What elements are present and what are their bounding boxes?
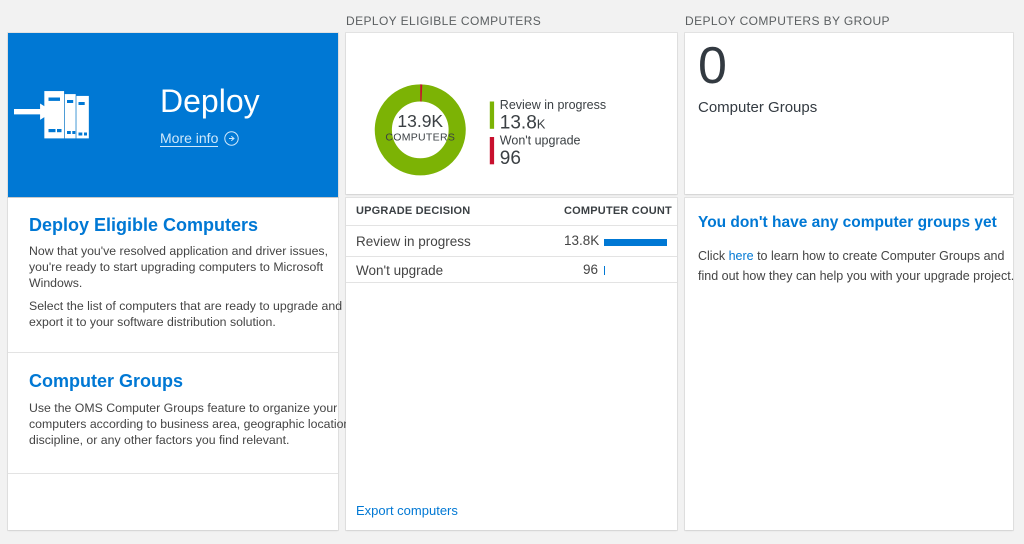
svg-text:Review in progress: Review in progress xyxy=(500,98,606,112)
svg-text:13.8K: 13.8K xyxy=(500,113,546,134)
svg-text:Won't upgrade: Won't upgrade xyxy=(500,134,581,148)
svg-text:13.9K: 13.9K xyxy=(397,111,443,131)
svg-text:COMPUTERS: COMPUTERS xyxy=(385,132,455,144)
svg-text:96: 96 xyxy=(500,148,521,169)
